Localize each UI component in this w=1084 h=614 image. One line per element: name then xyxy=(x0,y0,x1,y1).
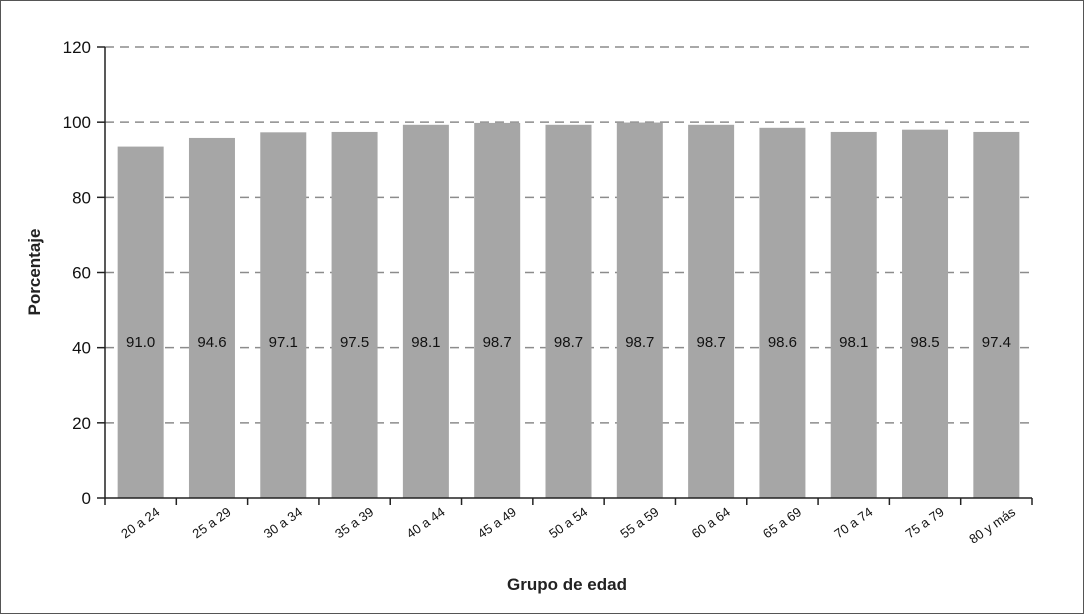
bar-value-label: 98.7 xyxy=(697,334,726,351)
bar xyxy=(759,127,806,498)
y-axis-title: Porcentaje xyxy=(25,229,44,316)
bar xyxy=(545,124,592,499)
y-tick-label: 0 xyxy=(82,489,91,508)
x-tick-label: 35 a 39 xyxy=(332,504,376,541)
bar xyxy=(117,146,164,499)
bar xyxy=(260,132,307,499)
bar-value-label: 91.0 xyxy=(126,334,155,351)
bar-value-label: 98.5 xyxy=(910,334,939,351)
x-tick-label: 55 a 59 xyxy=(617,504,661,541)
bar xyxy=(688,124,735,499)
gridlines xyxy=(105,46,1032,424)
y-tick-label: 120 xyxy=(63,38,91,57)
x-tick-label: 30 a 34 xyxy=(261,504,305,541)
x-tick-label: 70 a 74 xyxy=(831,504,875,541)
bar xyxy=(616,122,663,498)
bar-value-label: 98.1 xyxy=(411,334,440,351)
bar xyxy=(188,137,235,498)
data-labels: 91.0 94.6 97.1 97.5 98.1 98.7 98.7 98.7 98.7 98.6… xyxy=(126,334,1011,351)
bar-value-label: 98.7 xyxy=(483,334,512,351)
x-axis-title: Grupo de edad xyxy=(507,575,627,594)
bars xyxy=(117,122,1020,499)
bar-value-label: 94.6 xyxy=(197,334,226,351)
y-tick-label: 40 xyxy=(72,339,91,358)
x-tick-label: 50 a 54 xyxy=(546,504,590,541)
bar-value-label: 98.7 xyxy=(554,334,583,351)
bar-value-label: 98.7 xyxy=(625,334,654,351)
y-tick-label: 80 xyxy=(72,188,91,207)
x-tick-label: 75 a 79 xyxy=(903,504,947,541)
x-tick-label: 65 a 69 xyxy=(760,504,804,541)
x-tick-label: 20 a 24 xyxy=(118,504,162,541)
x-tick-label: 40 a 44 xyxy=(403,504,447,541)
y-tick-label: 20 xyxy=(72,414,91,433)
x-tick-label: 45 a 49 xyxy=(475,504,519,541)
bar-value-label: 97.4 xyxy=(982,334,1011,351)
x-tick-label: 60 a 64 xyxy=(689,504,733,541)
bar-value-label: 98.1 xyxy=(839,334,868,351)
bar xyxy=(830,131,877,498)
bar xyxy=(402,124,449,499)
x-tick-label: 80 y más xyxy=(966,504,1018,547)
bar-value-label: 98.6 xyxy=(768,334,797,351)
y-tick-label: 100 xyxy=(63,113,91,132)
bar-value-label: 97.5 xyxy=(340,334,369,351)
bar xyxy=(331,131,378,498)
bar-value-label: 97.1 xyxy=(269,334,298,351)
bar xyxy=(474,122,521,498)
bar xyxy=(902,129,949,498)
bar xyxy=(973,131,1020,498)
x-tick-label: 25 a 29 xyxy=(190,504,234,541)
y-tick-label: 60 xyxy=(72,264,91,283)
